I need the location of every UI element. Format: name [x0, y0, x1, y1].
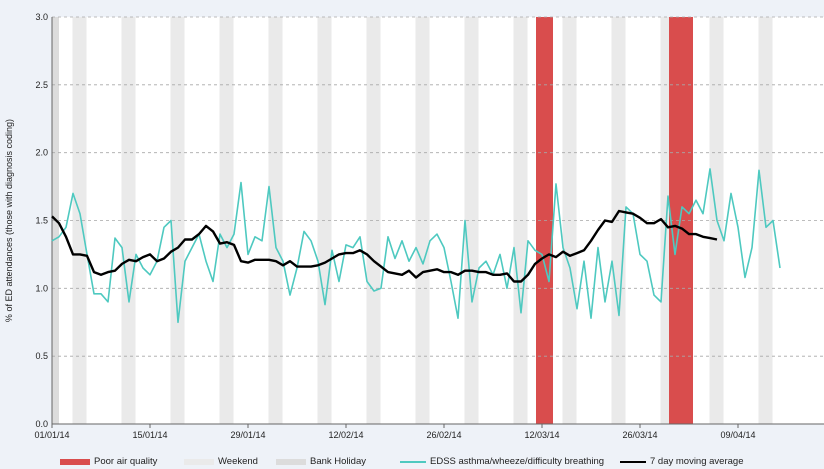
- band-layer: [52, 17, 773, 424]
- y-tick-label: 0.0: [35, 419, 48, 429]
- y-tick-label: 1.0: [35, 283, 48, 293]
- weekend-band: [366, 17, 381, 424]
- legend-label: 7 day moving average: [650, 456, 744, 467]
- y-axis-label: % of ED attendances (those with diagnosi…: [4, 119, 14, 322]
- x-tick-label: 12/02/14: [328, 430, 363, 440]
- x-tick-label: 29/01/14: [230, 430, 265, 440]
- legend-label: Weekend: [218, 456, 258, 467]
- x-tick-label: 15/01/14: [132, 430, 167, 440]
- weekend-band: [170, 17, 185, 424]
- x-tick-label: 12/03/14: [524, 430, 559, 440]
- x-tick-label: 26/03/14: [622, 430, 657, 440]
- legend-label: Bank Holiday: [310, 456, 366, 467]
- x-tick-label: 09/04/14: [720, 430, 755, 440]
- y-tick-label: 2.0: [35, 148, 48, 158]
- legend: Poor air quality Weekend Bank Holiday EDSS …: [60, 455, 824, 469]
- legend-swatch: [184, 459, 214, 465]
- y-tick-label: 3.0: [35, 12, 48, 22]
- legend-swatch: [276, 459, 306, 465]
- legend-swatch: [60, 459, 90, 465]
- y-tick-label: 2.5: [35, 80, 48, 90]
- chart-area: 0.0 0.5 1.0 1.5 2.0 2.5 3.0 01/01/14 15/01/14 29/…: [4, 12, 824, 440]
- legend-label: EDSS asthma/wheeze/difficulty breathing: [430, 456, 605, 467]
- weekend-band: [464, 17, 479, 424]
- weekend-band: [415, 17, 430, 424]
- legend-line: [400, 461, 426, 463]
- y-tick-label: 1.5: [35, 216, 48, 226]
- axes-layer: 0.0 0.5 1.0 1.5 2.0 2.5 3.0 01/01/14 15/01/14 29/…: [34, 12, 824, 440]
- weekend-band: [121, 17, 136, 424]
- x-tick-label: 01/01/14: [34, 430, 69, 440]
- legend-line: [620, 461, 646, 463]
- legend-label: Poor air quality: [94, 456, 158, 467]
- weekend-band: [72, 17, 87, 424]
- series-line-edss: [51, 168, 781, 324]
- x-tick-label: 26/02/14: [426, 430, 461, 440]
- y-tick-label: 0.5: [35, 351, 48, 361]
- grid-layer: [52, 16, 824, 357]
- series-line-moving-average: [51, 209, 718, 283]
- series-layer: [51, 168, 781, 324]
